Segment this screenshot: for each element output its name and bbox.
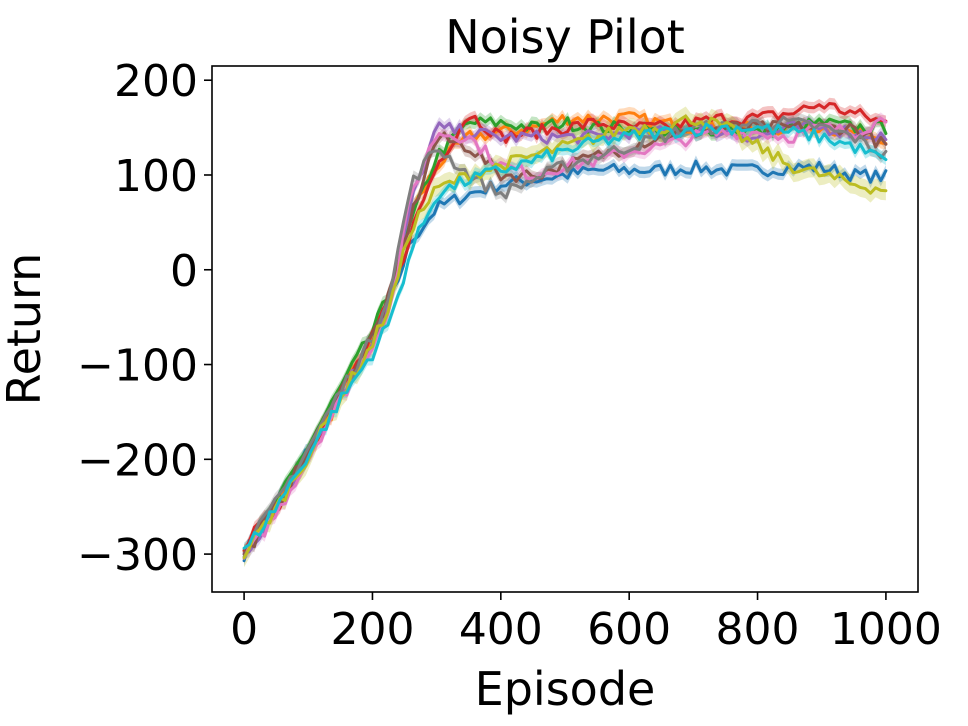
y-tick-label: −200 (77, 435, 198, 486)
plot-area-frame (211, 65, 919, 593)
series-line-3 (242, 116, 888, 552)
series-line-8 (242, 115, 888, 559)
x-tick-label: 400 (459, 604, 543, 655)
chart-title: Noisy Pilot (445, 10, 685, 64)
series-line-1 (242, 159, 888, 563)
series-band-10 (244, 118, 886, 554)
series-line-7 (242, 116, 888, 560)
x-tick-label: 200 (330, 604, 414, 655)
series-lines (242, 102, 888, 563)
y-tick-label: −100 (77, 341, 198, 392)
series-band-5 (244, 115, 886, 559)
x-axis-label: Episode (475, 662, 656, 716)
y-tick-label: 100 (114, 151, 198, 202)
y-axis-label: Return (0, 253, 51, 406)
y-tick-label: 0 (170, 246, 198, 297)
x-tick-label: 800 (716, 604, 800, 655)
y-axis-ticks: −300 −200 −100 0 100 200 (77, 56, 212, 581)
series-line-9 (242, 114, 888, 560)
y-tick-label: 200 (114, 56, 198, 107)
x-tick-label: 0 (230, 604, 258, 655)
series-line-6 (242, 119, 888, 556)
x-tick-label: 1000 (830, 604, 942, 655)
x-axis-ticks: 0 200 400 600 800 1000 (230, 592, 942, 655)
series-band-1 (244, 155, 886, 567)
x-tick-label: 600 (587, 604, 671, 655)
series-line-10 (242, 122, 888, 550)
series-line-5 (242, 119, 888, 555)
series-band-6 (244, 115, 886, 560)
y-tick-label: −300 (77, 530, 198, 581)
